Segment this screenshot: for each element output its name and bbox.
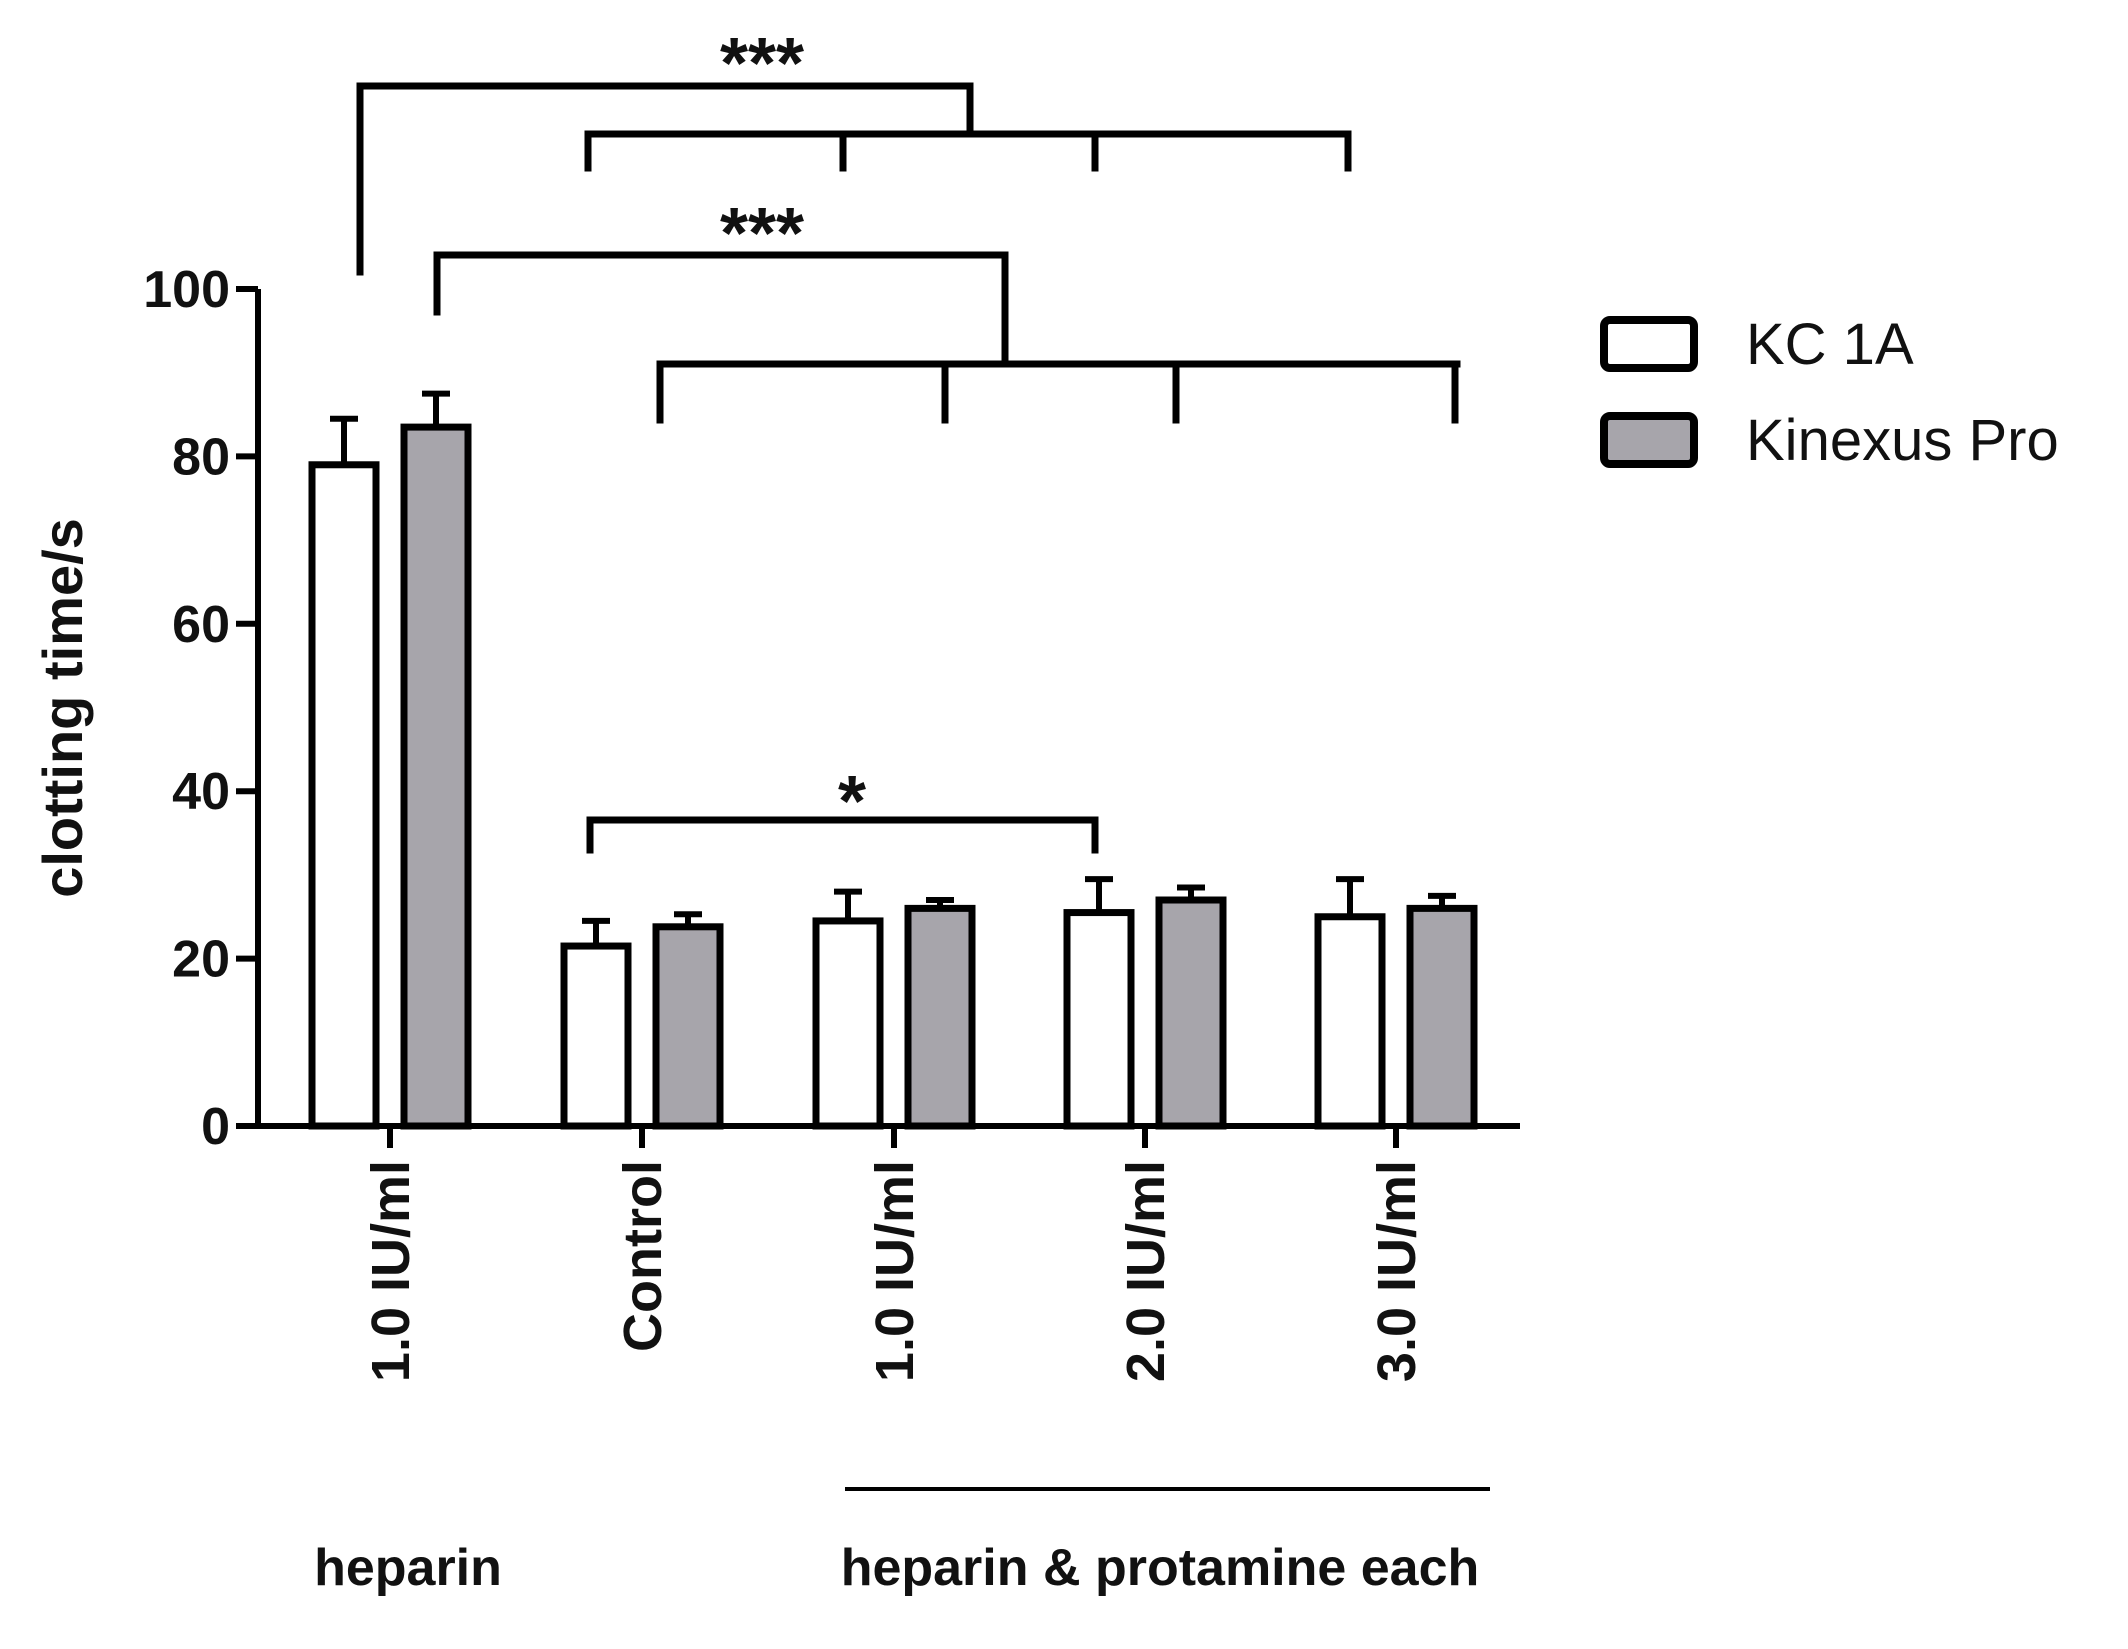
x-tick-label: 3.0 IU/ml bbox=[1367, 1160, 1427, 1382]
bar bbox=[1314, 913, 1386, 1130]
bar bbox=[652, 923, 724, 1130]
legend-label: KC 1A bbox=[1746, 312, 1914, 377]
significance-layer: ******* bbox=[356, 24, 1461, 854]
significance-marker: *** bbox=[720, 24, 804, 104]
legend-swatch bbox=[1600, 412, 1698, 468]
bar bbox=[1063, 909, 1135, 1130]
x-tick-label: Control bbox=[613, 1160, 673, 1352]
group-label: heparin bbox=[314, 1539, 502, 1597]
bars-layer bbox=[308, 390, 1478, 1130]
y-tick-label: 40 bbox=[172, 763, 230, 821]
bar bbox=[560, 942, 632, 1130]
y-tick-label: 0 bbox=[201, 1098, 230, 1156]
x-tick-label: 2.0 IU/ml bbox=[1116, 1160, 1176, 1382]
group-label: heparin & protamine each bbox=[841, 1539, 1480, 1597]
bar bbox=[904, 904, 976, 1130]
legend-swatch bbox=[1600, 316, 1698, 372]
bar bbox=[812, 917, 884, 1130]
y-tick-label: 80 bbox=[172, 428, 230, 486]
legend: KC 1A Kinexus Pro bbox=[1600, 312, 2059, 473]
x-tick-label: 1.0 IU/ml bbox=[361, 1160, 421, 1382]
y-axis-label: clotting time/s bbox=[31, 518, 94, 898]
x-tick-label: 1.0 IU/ml bbox=[865, 1160, 925, 1382]
significance-marker: * bbox=[838, 762, 866, 842]
y-tick-label: 20 bbox=[172, 931, 230, 989]
legend-label: Kinexus Pro bbox=[1746, 408, 2059, 473]
bar bbox=[400, 423, 472, 1130]
y-tick-label: 100 bbox=[143, 261, 230, 319]
bar bbox=[1406, 904, 1478, 1130]
bar bbox=[308, 461, 380, 1130]
significance-marker: *** bbox=[720, 194, 804, 274]
bar bbox=[1155, 896, 1227, 1130]
y-tick-label: 60 bbox=[172, 596, 230, 654]
axes-layer: 0 20 40 60 80 100 clotting time/s 1.0 IU/ml Cont… bbox=[31, 261, 1520, 1597]
